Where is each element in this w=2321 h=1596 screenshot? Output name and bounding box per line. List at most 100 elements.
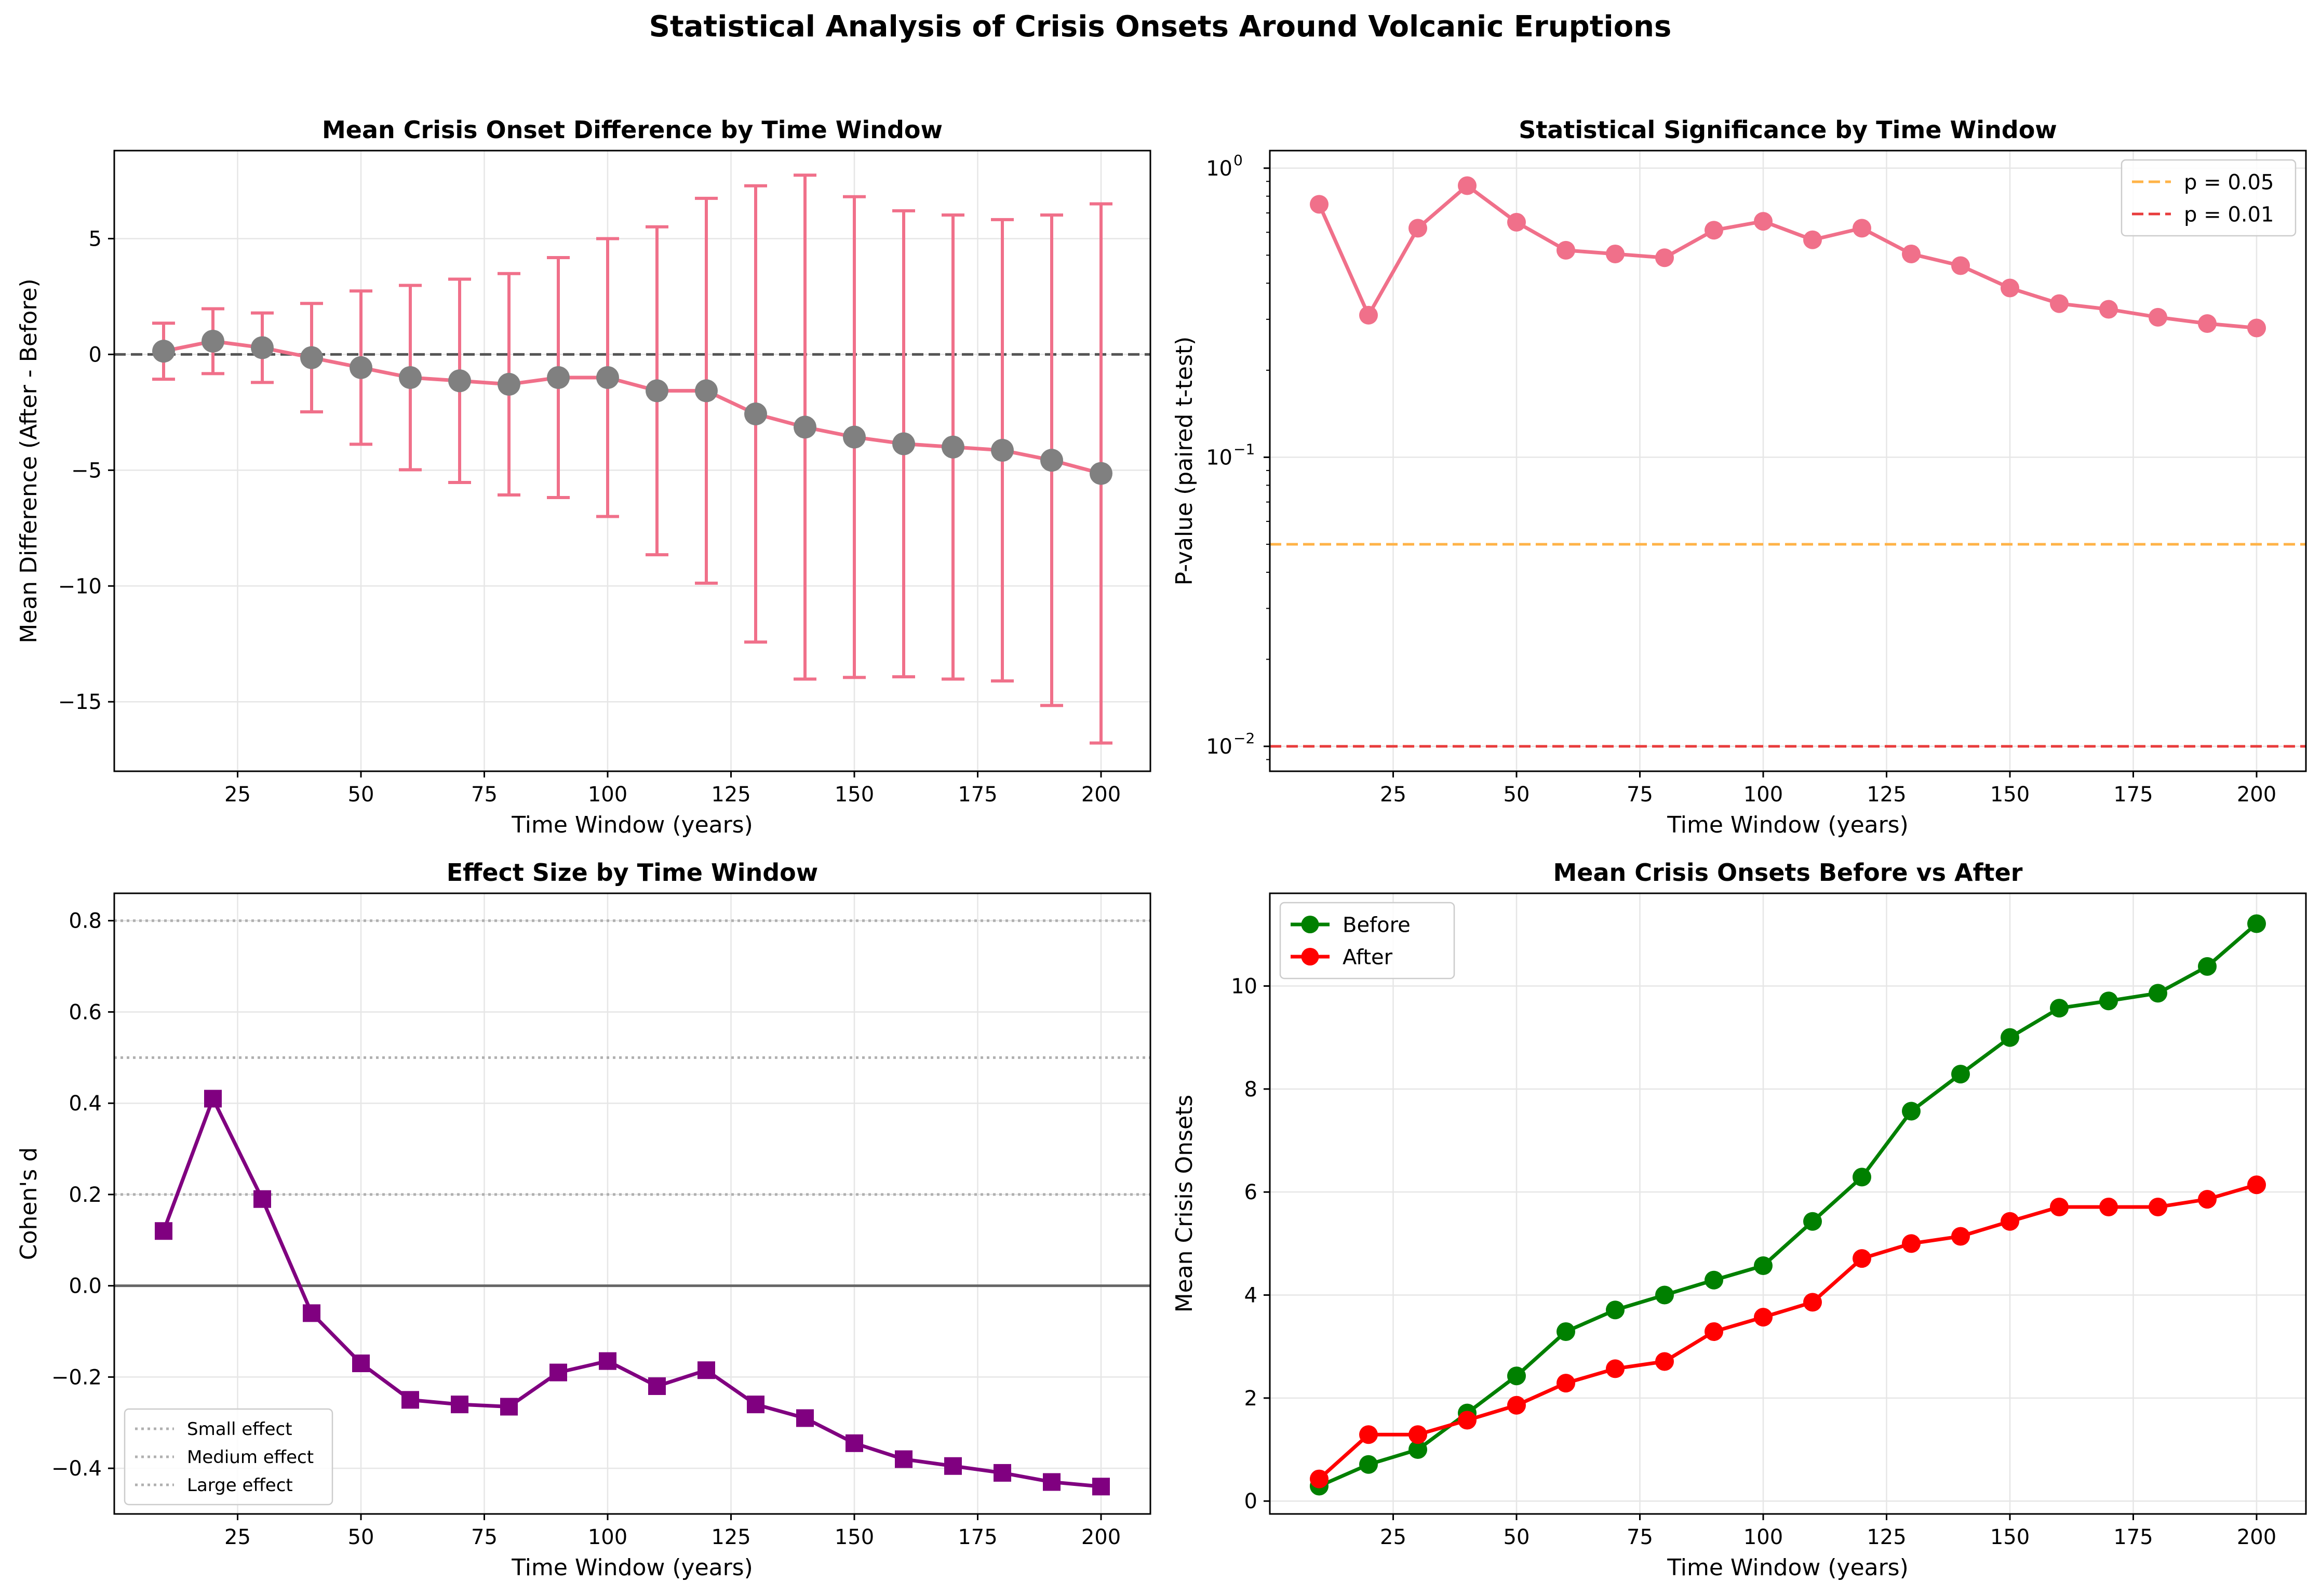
x-axis-label: Time Window (years) (1667, 1554, 1909, 1581)
data-point (794, 415, 816, 439)
data-point (1803, 1212, 1822, 1231)
data-point (253, 1190, 271, 1208)
data-point (1408, 1425, 1427, 1444)
y-axis-label: Mean Difference (After - Before) (16, 278, 42, 643)
x-axis-label: Time Window (years) (1667, 812, 1909, 838)
data-point (1458, 176, 1477, 195)
chart-title: Effect Size by Time Window (447, 859, 819, 887)
legend-box (124, 1408, 333, 1506)
x-tick-label: 125 (711, 1525, 750, 1549)
axes-frame (1269, 150, 2307, 772)
data-point (1507, 1396, 1526, 1415)
data-point (1310, 195, 1329, 214)
data-point (2247, 318, 2266, 338)
x-tick-label: 100 (1743, 783, 1783, 807)
x-tick-label: 200 (2237, 783, 2276, 807)
data-point (204, 1090, 222, 1108)
data-point (895, 1450, 913, 1468)
data-point (1606, 244, 1625, 263)
legend-label: Medium effect (187, 1447, 314, 1468)
data-point (1902, 1102, 1921, 1121)
data-point (1803, 230, 1822, 249)
x-tick-label: 25 (224, 1525, 251, 1549)
data-point (300, 346, 323, 369)
data-point (1359, 305, 1378, 325)
data-point (1754, 1256, 1773, 1275)
data-point (1705, 1322, 1723, 1341)
legend-label: p = 0.01 (2184, 203, 2274, 226)
data-point (1705, 1270, 1723, 1290)
data-point (500, 1398, 518, 1416)
data-point (846, 1434, 863, 1452)
data-point (303, 1304, 320, 1322)
data-point (744, 402, 767, 425)
data-point (1359, 1425, 1378, 1444)
figure-title: Statistical Analysis of Crisis Onsets Ar… (649, 10, 1672, 44)
data-point (2050, 294, 2069, 313)
x-tick-label: 200 (1081, 783, 1121, 807)
before-after-plot: 25 50 75 100 125 150 175 200 0 2 4 6 8 10 Mean Crisis … (1171, 859, 2307, 1581)
legend-box (2121, 159, 2297, 237)
y-axis-label: Mean Crisis Onsets (1171, 1095, 1198, 1313)
data-point (1655, 1285, 1674, 1305)
x-axis-label: Time Window (years) (511, 1554, 753, 1581)
data-point (2001, 1212, 2019, 1231)
legend-label: Small effect (187, 1419, 292, 1440)
y-tick-label: 4 (1244, 1284, 1257, 1308)
y-tick-label: 5 (89, 227, 102, 251)
data-point (1754, 1308, 1773, 1327)
data-point (2099, 300, 2118, 319)
y-tick-label: 0.4 (69, 1092, 102, 1116)
data-point (1507, 212, 1526, 232)
data-point (892, 432, 915, 455)
data-point (2149, 984, 2167, 1003)
data-point (2247, 914, 2266, 933)
x-tick-label: 50 (1504, 783, 1530, 807)
x-tick-label: 150 (1990, 783, 2030, 807)
axes-frame (1269, 892, 2307, 1515)
y-tick-label: 0.0 (69, 1275, 102, 1298)
plot-area (114, 151, 1150, 771)
data-point (1951, 1065, 1970, 1084)
data-point (451, 1396, 468, 1414)
legend: Small effect Medium effect Large effect (124, 1408, 333, 1506)
data-point (448, 369, 471, 393)
effect-size-plot: 25 50 75 100 125 150 175 200 −0.4 −0.2 0.0 0.2 0.4 0.… (16, 859, 1151, 1581)
data-point (1408, 219, 1427, 238)
x-tick-label: 100 (588, 783, 627, 807)
data-point (2001, 1028, 2019, 1047)
data-point (646, 379, 668, 403)
y-tick-label: 0.8 (69, 909, 102, 933)
mean-difference-plot: 25 50 75 100 125 150 175 200 −15 −10 −5 0 5 Mean Cris… (16, 116, 1151, 838)
legend-label: After (1343, 945, 1393, 969)
y-tick-label: 0 (89, 343, 102, 367)
x-tick-label: 25 (1380, 783, 1406, 807)
data-point (2001, 278, 2019, 298)
legend-marker (1301, 916, 1319, 933)
data-point (1902, 1234, 1921, 1253)
data-point (1655, 248, 1674, 267)
y-axis-label: Cohen's d (16, 1147, 42, 1260)
x-tick-label: 100 (1743, 1525, 1783, 1549)
x-tick-label: 150 (835, 1525, 874, 1549)
data-point (697, 1361, 715, 1379)
y-tick-exponent: −1 (1233, 440, 1255, 458)
data-point (1606, 1359, 1625, 1378)
data-point (1557, 1374, 1575, 1393)
data-point (2149, 1197, 2167, 1216)
y-tick-label: −15 (58, 690, 102, 714)
x-tick-label: 75 (471, 1525, 498, 1549)
axes-frame (113, 150, 1151, 772)
legend-label: p = 0.05 (2184, 170, 2274, 194)
data-point (1043, 1473, 1061, 1491)
data-point (2198, 314, 2217, 333)
data-point (2050, 999, 2069, 1018)
data-point (1359, 1455, 1378, 1474)
x-tick-label: 75 (1627, 1525, 1653, 1549)
x-tick-label: 175 (958, 783, 997, 807)
data-point (2198, 1190, 2217, 1209)
x-tick-label: 175 (958, 1525, 997, 1549)
data-point (1951, 256, 1970, 275)
x-tick-label: 200 (1081, 1525, 1121, 1549)
y-axis-label: P-value (paired t-test) (1171, 337, 1198, 586)
